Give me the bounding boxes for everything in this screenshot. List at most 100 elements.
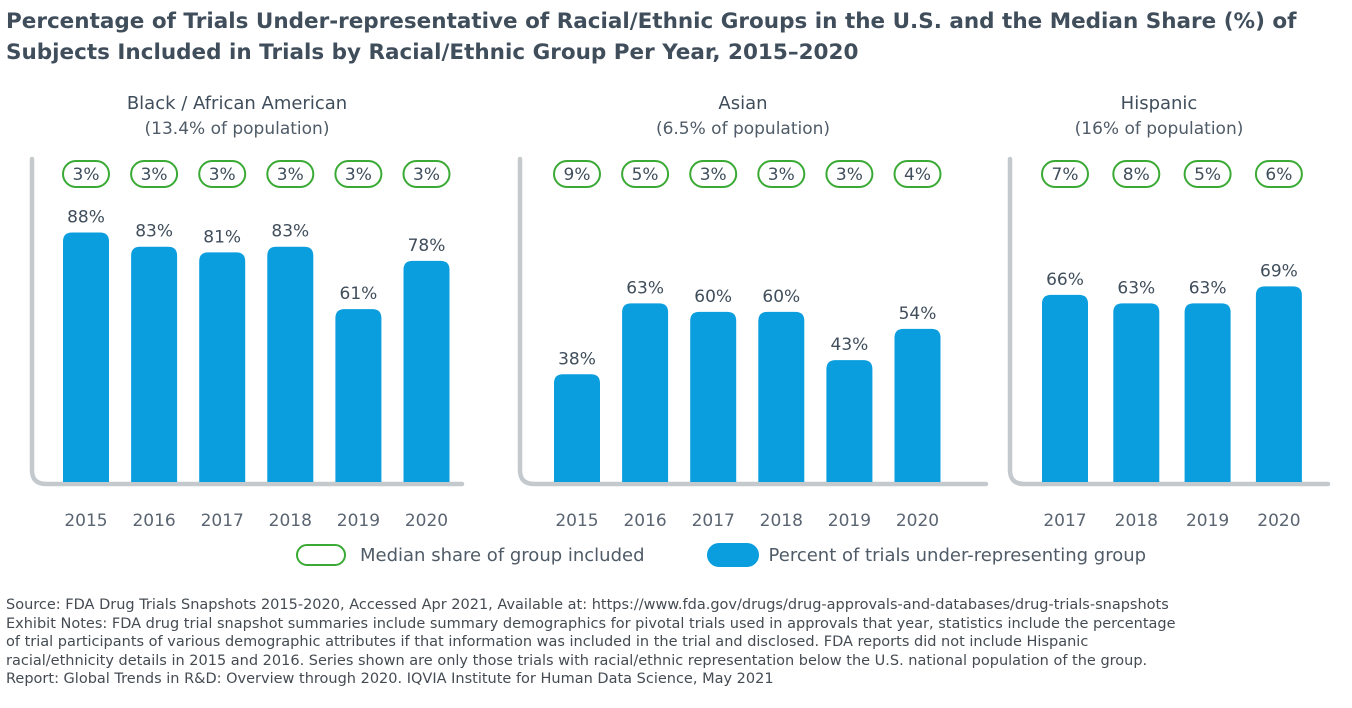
x-tick-label-black-african-american-2020: 2020 [405,511,448,531]
chart-title-line-1: Percentage of Trials Under-representativ… [6,9,1297,34]
median-label-black-african-american-2019: 3% [345,165,372,185]
bar-asian-2020 [894,328,941,482]
source-line: Source: FDA Drug Trials Snapshots 2015-2… [6,597,1169,613]
bar-black-african-american-2015 [63,232,109,482]
bar-black-african-american-2017 [199,252,246,482]
legend: Median share of group included Percent o… [296,541,1146,569]
x-tick-label-black-african-american-2018: 2018 [269,511,312,531]
panel-title-asian: Asian [718,93,767,114]
exhibit-notes-line-2: of trial participants of various demogra… [6,634,1089,651]
bar-value-label-asian-2017: 60% [694,287,732,307]
bar-value-label-hispanic-2018: 63% [1117,278,1155,298]
median-pill-hispanic-2017 [1041,160,1089,188]
bar-hispanic-2020 [1255,286,1302,482]
x-tick-label-asian-2017: 2017 [692,511,735,531]
axis-asian [517,156,989,487]
median-pill-hispanic-2020 [1254,160,1303,188]
bar-black-african-american-2020 [403,260,450,482]
median-pill-black-african-american-2020 [402,160,451,188]
median-pill-black-african-american-2018 [266,160,315,188]
median-label-asian-2016: 5% [632,165,659,185]
bar-asian-2017 [690,311,737,482]
legend-item-percent: Percent of trials under-representing gro… [706,543,1147,567]
bar-black-african-american-2019 [335,309,382,482]
x-tick-label-hispanic-2018: 2018 [1115,511,1158,531]
bar-asian-2019 [826,360,873,482]
median-label-asian-2018: 3% [768,165,795,185]
bar-charts: Black / African American (13.4% of popula… [29,93,1331,531]
bar-asian-2015 [554,374,600,482]
x-tick-label-hispanic-2020: 2020 [1257,511,1300,531]
median-pill-black-african-american-2015 [62,160,110,188]
panel-subtitle-asian: (6.5% of population) [656,119,830,139]
bar-value-label-asian-2015: 38% [558,349,596,369]
median-label-hispanic-2019: 5% [1194,165,1221,185]
x-tick-label-asian-2019: 2019 [828,511,871,531]
legend-swatch-percent [706,543,759,567]
median-label-black-african-american-2020: 3% [413,165,440,185]
bar-black-african-american-2016 [131,246,178,482]
x-tick-label-asian-2018: 2018 [760,511,803,531]
median-pill-asian-2019 [825,160,874,188]
bar-black-african-american-2018 [267,246,314,482]
chart-title: Percentage of Trials Under-representativ… [6,6,1346,68]
panel-subtitle-black-african-american: (13.4% of population) [145,119,330,139]
chart-title-line-2: Subjects Included in Trials by Racial/Et… [6,40,859,65]
exhibit-notes-line-1: Exhibit Notes: FDA drug trial snapshot s… [6,615,1176,632]
median-label-asian-2019: 3% [836,165,863,185]
legend-item-median: Median share of group included [296,544,645,566]
source-notes: Source: FDA Drug Trials Snapshots 2015-2… [6,596,1348,689]
median-label-black-african-american-2018: 3% [277,165,304,185]
bar-value-label-black-african-american-2016: 83% [135,222,173,242]
median-pill-black-african-american-2016 [130,160,179,188]
bar-value-label-asian-2016: 63% [626,278,664,298]
x-tick-label-black-african-american-2017: 2017 [201,511,244,531]
median-pill-black-african-american-2019 [334,160,383,188]
legend-label-percent: Percent of trials under-representing gro… [768,544,1147,566]
median-label-black-african-american-2015: 3% [73,165,100,185]
panel-title-black-african-american: Black / African American [127,93,347,114]
median-label-black-african-american-2016: 3% [141,165,168,185]
x-tick-label-black-african-american-2016: 2016 [132,511,175,531]
median-label-asian-2015: 9% [564,165,591,185]
bar-value-label-asian-2019: 43% [831,335,869,355]
legend-swatch-median [296,544,346,566]
bar-hispanic-2018 [1113,303,1160,482]
bar-hispanic-2017 [1042,294,1088,482]
median-pill-asian-2017 [689,160,738,188]
bar-hispanic-2019 [1184,303,1231,482]
bar-value-label-hispanic-2017: 66% [1046,270,1084,290]
median-label-asian-2020: 4% [904,165,931,185]
x-tick-label-asian-2015: 2015 [555,511,598,531]
legend-label-median: Median share of group included [360,544,645,566]
bar-value-label-asian-2018: 60% [762,287,800,307]
bar-value-label-hispanic-2019: 63% [1189,278,1227,298]
x-tick-label-black-african-american-2015: 2015 [64,511,107,531]
median-pill-asian-2015 [553,160,601,188]
median-pill-asian-2016 [621,160,670,188]
x-tick-label-black-african-american-2019: 2019 [337,511,380,531]
panel-subtitle-hispanic: (16% of population) [1075,119,1244,139]
bar-value-label-black-african-american-2017: 81% [203,227,241,247]
median-pill-hispanic-2019 [1183,160,1232,188]
panel-title-hispanic: Hispanic [1121,93,1198,114]
x-tick-label-hispanic-2017: 2017 [1043,511,1086,531]
bar-value-label-black-african-american-2018: 83% [271,222,309,242]
median-pill-black-african-american-2017 [198,160,247,188]
median-label-hispanic-2020: 6% [1265,165,1292,185]
axis-hispanic [1007,156,1331,487]
x-tick-label-hispanic-2019: 2019 [1186,511,1229,531]
bar-value-label-asian-2020: 54% [899,304,937,324]
bar-value-label-hispanic-2020: 69% [1260,261,1298,281]
x-tick-label-asian-2016: 2016 [623,511,666,531]
report-line: Report: Global Trends in R&D: Overview t… [6,671,774,688]
bar-value-label-black-african-american-2020: 78% [408,236,446,256]
bar-asian-2018 [758,311,805,482]
median-label-asian-2017: 3% [700,165,727,185]
bar-value-label-black-african-american-2015: 88% [67,208,105,228]
bar-value-label-black-african-american-2019: 61% [340,284,378,304]
median-pill-hispanic-2018 [1112,160,1161,188]
median-pill-asian-2020 [893,160,942,188]
median-pill-asian-2018 [757,160,806,188]
axis-black-african-american [29,156,465,487]
